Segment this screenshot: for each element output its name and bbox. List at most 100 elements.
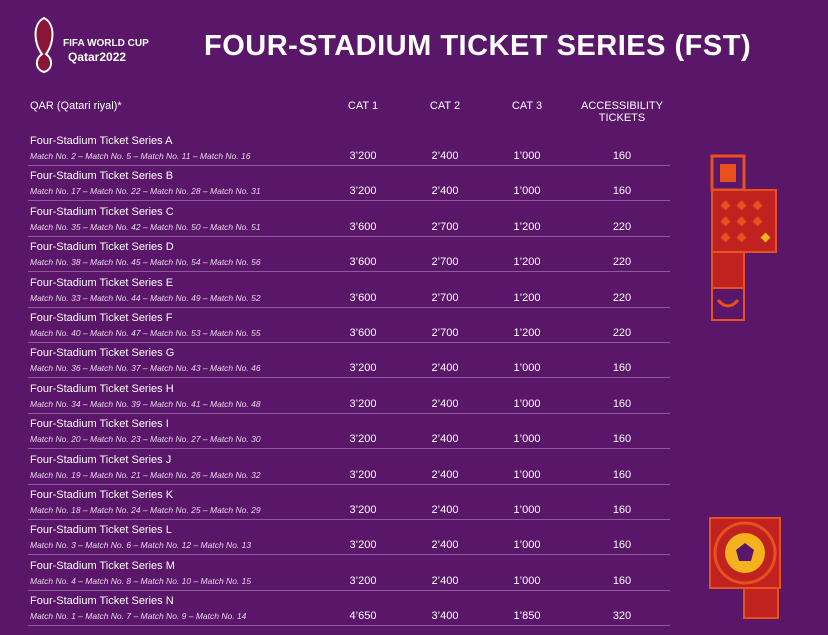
column-header: CAT 3 bbox=[511, 100, 543, 112]
price: 2’400 bbox=[431, 574, 459, 587]
price: 2’700 bbox=[431, 291, 459, 304]
row-name: Four-Stadium Ticket Series D bbox=[30, 241, 174, 254]
price: 2’400 bbox=[431, 539, 459, 552]
price: 2’400 bbox=[431, 362, 459, 375]
price: 3’200 bbox=[349, 539, 377, 552]
price: 1’000 bbox=[513, 397, 541, 410]
row-matches: Match No. 20 – Match No. 23 – Match No. … bbox=[30, 434, 261, 445]
price: 160 bbox=[612, 362, 632, 375]
price: 3’200 bbox=[349, 397, 377, 410]
price: 1’200 bbox=[513, 327, 541, 339]
price: 3’200 bbox=[349, 433, 377, 446]
logo-emblem bbox=[34, 16, 54, 74]
price: 3’600 bbox=[349, 291, 377, 304]
price: 160 bbox=[612, 185, 632, 198]
price: 220 bbox=[612, 256, 632, 269]
row-name: Four-Stadium Ticket Series B bbox=[30, 170, 174, 183]
column-header: CAT 2 bbox=[429, 100, 461, 112]
price: 4’650 bbox=[349, 610, 377, 623]
price: 3’200 bbox=[349, 504, 377, 516]
row-matches: Match No. 36 – Match No. 37 – Match No. … bbox=[30, 363, 261, 374]
row-matches: Match No. 40 – Match No. 47 – Match No. … bbox=[30, 328, 261, 338]
price: 1’000 bbox=[513, 468, 541, 481]
price: 2’400 bbox=[431, 397, 459, 410]
row-separator bbox=[28, 200, 670, 202]
row-separator bbox=[28, 448, 670, 450]
price: 1’000 bbox=[513, 433, 541, 446]
logo-text: Qatar2022 bbox=[68, 50, 127, 64]
price: 1’000 bbox=[513, 504, 541, 516]
price: 3’200 bbox=[349, 185, 377, 198]
price: 1’850 bbox=[513, 610, 541, 623]
row-matches: Match No. 1 – Match No. 7 – Match No. 9 … bbox=[30, 611, 247, 622]
row-matches: Match No. 18 – Match No. 24 – Match No. … bbox=[30, 505, 261, 515]
price: 220 bbox=[612, 291, 632, 304]
price: 3’200 bbox=[349, 150, 377, 162]
row-name: Four-Stadium Ticket Series E bbox=[30, 276, 174, 289]
row-name: Four-Stadium Ticket Series N bbox=[30, 595, 174, 608]
price: 160 bbox=[612, 397, 632, 410]
row-separator bbox=[28, 554, 670, 556]
row-separator bbox=[28, 519, 670, 520]
title: FOUR-STADIUM TICKET SERIES (FST) bbox=[204, 30, 752, 62]
row-name: Four-Stadium Ticket Series H bbox=[30, 382, 174, 395]
row-name: Four-Stadium Ticket Series A bbox=[30, 135, 173, 147]
price: 3’600 bbox=[349, 327, 377, 339]
price: 2’400 bbox=[431, 433, 459, 446]
row-separator bbox=[28, 412, 670, 414]
price: 2’700 bbox=[431, 256, 459, 269]
price: 160 bbox=[612, 504, 632, 516]
price: 1’000 bbox=[513, 539, 541, 552]
price: 1’000 bbox=[513, 362, 541, 375]
logo-text: FIFA WORLD CUP bbox=[63, 38, 149, 49]
price: 220 bbox=[612, 220, 632, 233]
price: 2’700 bbox=[431, 327, 459, 339]
price: 160 bbox=[612, 574, 632, 587]
price: 2’700 bbox=[431, 220, 459, 233]
row-separator bbox=[28, 483, 670, 485]
price: 160 bbox=[612, 539, 632, 552]
price: 320 bbox=[612, 610, 632, 623]
price: 2’400 bbox=[431, 468, 459, 481]
row-separator bbox=[28, 306, 670, 308]
price: 160 bbox=[612, 150, 632, 162]
row-separator bbox=[28, 589, 670, 591]
price: 220 bbox=[612, 327, 632, 339]
price: 1’000 bbox=[513, 185, 541, 198]
row-matches: Match No. 33 – Match No. 44 – Match No. … bbox=[30, 292, 261, 303]
row-separator bbox=[28, 377, 670, 379]
row-separator bbox=[28, 235, 670, 237]
price: 3’400 bbox=[431, 610, 459, 623]
price: 1’200 bbox=[513, 291, 541, 304]
price: 1’000 bbox=[513, 150, 541, 162]
price: 3’600 bbox=[349, 256, 377, 269]
price: 2’400 bbox=[431, 185, 459, 198]
price: 1’200 bbox=[513, 220, 541, 233]
row-name: Four-Stadium Ticket Series C bbox=[30, 205, 174, 218]
row-name: Four-Stadium Ticket Series M bbox=[30, 559, 175, 572]
row-separator bbox=[28, 342, 670, 343]
row-name: Four-Stadium Ticket Series L bbox=[30, 524, 172, 537]
row-matches: Match No. 38 – Match No. 45 – Match No. … bbox=[30, 257, 261, 268]
row-matches: Match No. 2 – Match No. 5 – Match No. 11… bbox=[30, 151, 251, 161]
row-separator bbox=[28, 271, 670, 273]
row-separator bbox=[28, 165, 670, 166]
row-matches: Match No. 3 – Match No. 6 – Match No. 12… bbox=[30, 540, 252, 551]
row-name: Four-Stadium Ticket Series G bbox=[30, 347, 175, 360]
row-matches: Match No. 35 – Match No. 42 – Match No. … bbox=[30, 221, 261, 232]
price: 2’400 bbox=[431, 504, 459, 516]
price: 3’200 bbox=[349, 468, 377, 481]
price: 1’200 bbox=[513, 256, 541, 269]
column-header: CAT 1 bbox=[347, 100, 379, 112]
price: 2’400 bbox=[431, 150, 459, 162]
row-name: Four-Stadium Ticket Series J bbox=[30, 453, 172, 466]
row-name: Four-Stadium Ticket Series I bbox=[30, 418, 169, 431]
price: 160 bbox=[612, 468, 632, 481]
price: 3’200 bbox=[349, 574, 377, 587]
price: 3’600 bbox=[349, 220, 377, 233]
row-matches: Match No. 4 – Match No. 8 – Match No. 10… bbox=[30, 575, 252, 586]
price: 1’000 bbox=[513, 574, 541, 587]
price: 160 bbox=[612, 433, 632, 446]
price: 3’200 bbox=[349, 362, 377, 375]
